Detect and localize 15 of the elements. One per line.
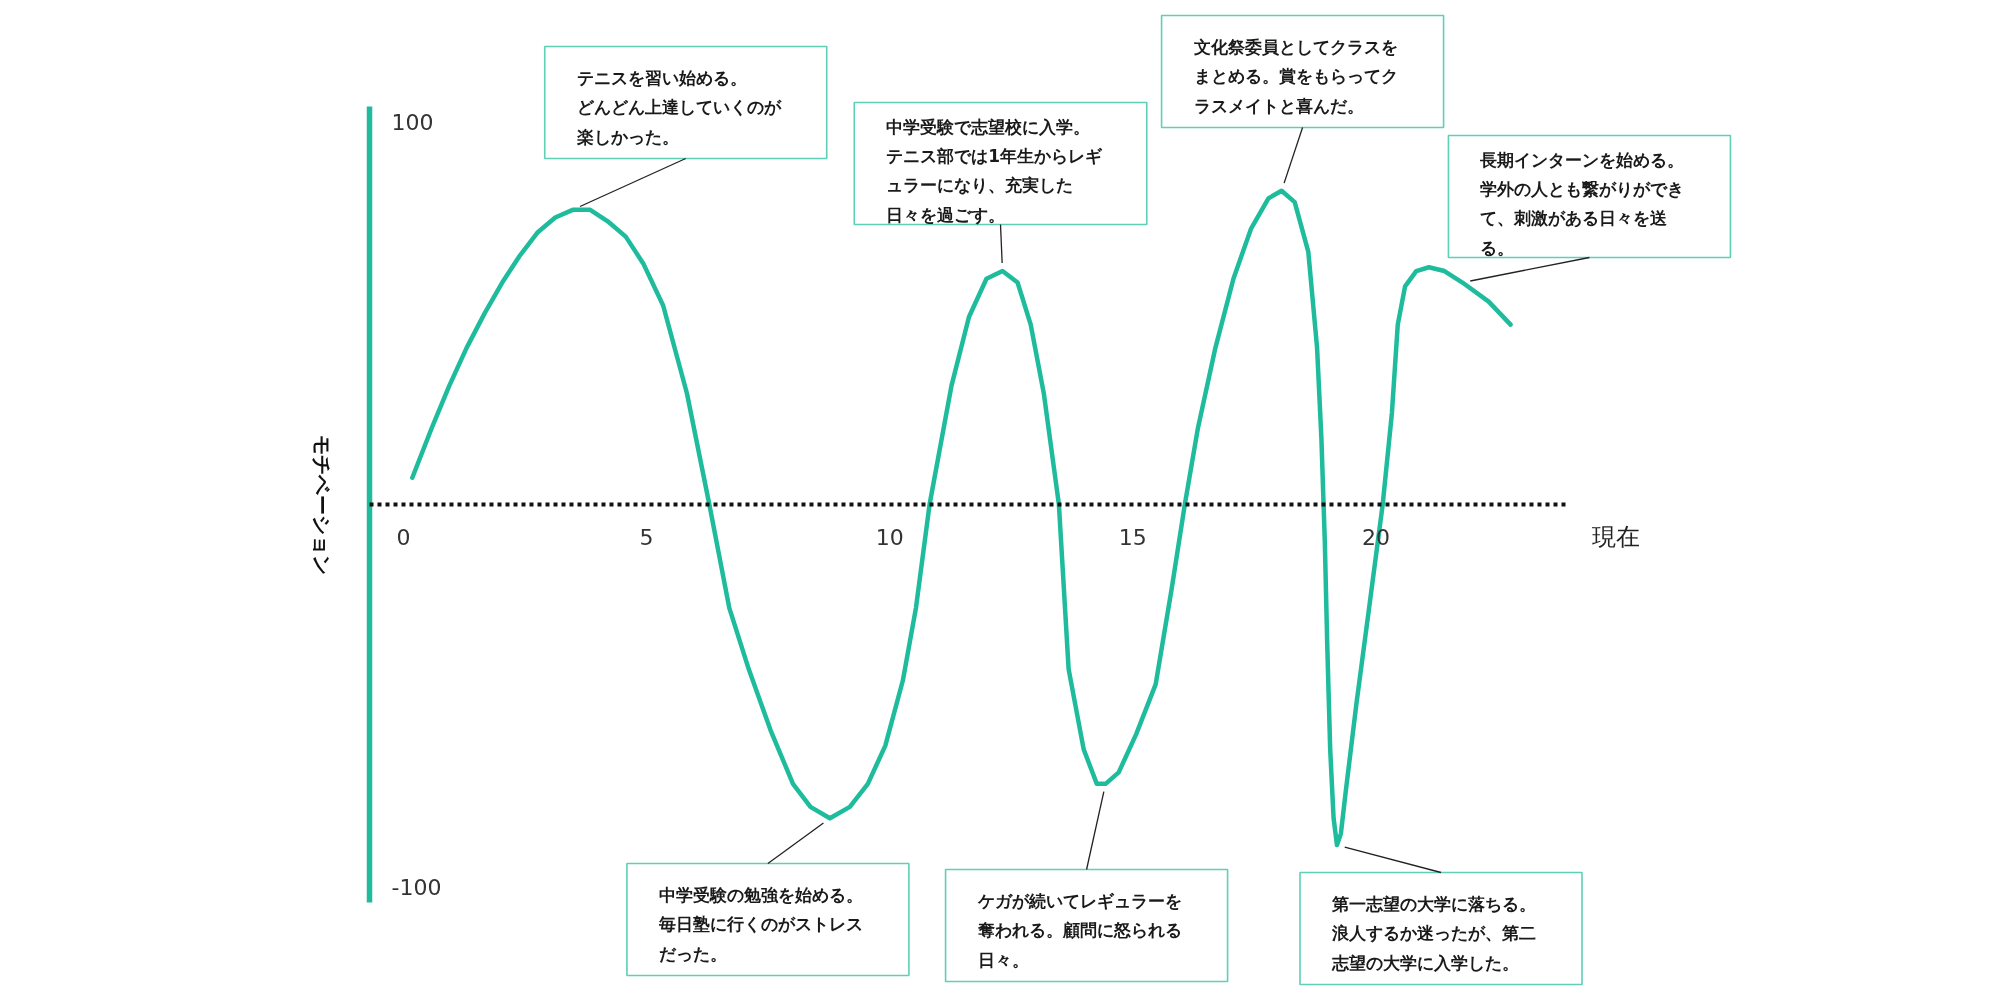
annotation: 第一志望の大学に落ちる。浪人するか迷ったが、第二志望の大学に入学した。: [1331, 894, 1536, 973]
annotation: ケガが続いてレギュラーを奪われる。顧問に怒られる日々。: [976, 891, 1182, 970]
x-tick-label: 10: [875, 524, 904, 550]
annotation: 中学受験の勉強を始める。毎日塾に行くのがストレスだった。: [657, 885, 863, 964]
annotation: 中学受験で志望校に入学。テニス部では1年生からレギュラーになり、充実した日々を過ごす。: [886, 116, 1104, 225]
annotation: 文化祭委員としてクラスをまとめる。賞をもらってクラスメイトと喜んだ。: [1192, 37, 1398, 116]
x-axis-title: 現在: [1591, 522, 1640, 551]
y-tick-label: -100: [391, 875, 442, 901]
y-axis-title: モチベーション: [309, 434, 334, 575]
y-tick-label: 100: [391, 109, 434, 135]
x-tick-label: 5: [639, 524, 654, 550]
x-tick-label: 15: [1118, 524, 1147, 550]
annotation: 長期インターンを始める。学外の人とも繋がりができて、刺激がある日々を送る。: [1479, 149, 1685, 258]
x-tick-label: 0: [396, 524, 411, 550]
annotation: テニスを習い始める。どんどん上達していくのが楽しかった。: [575, 68, 782, 147]
